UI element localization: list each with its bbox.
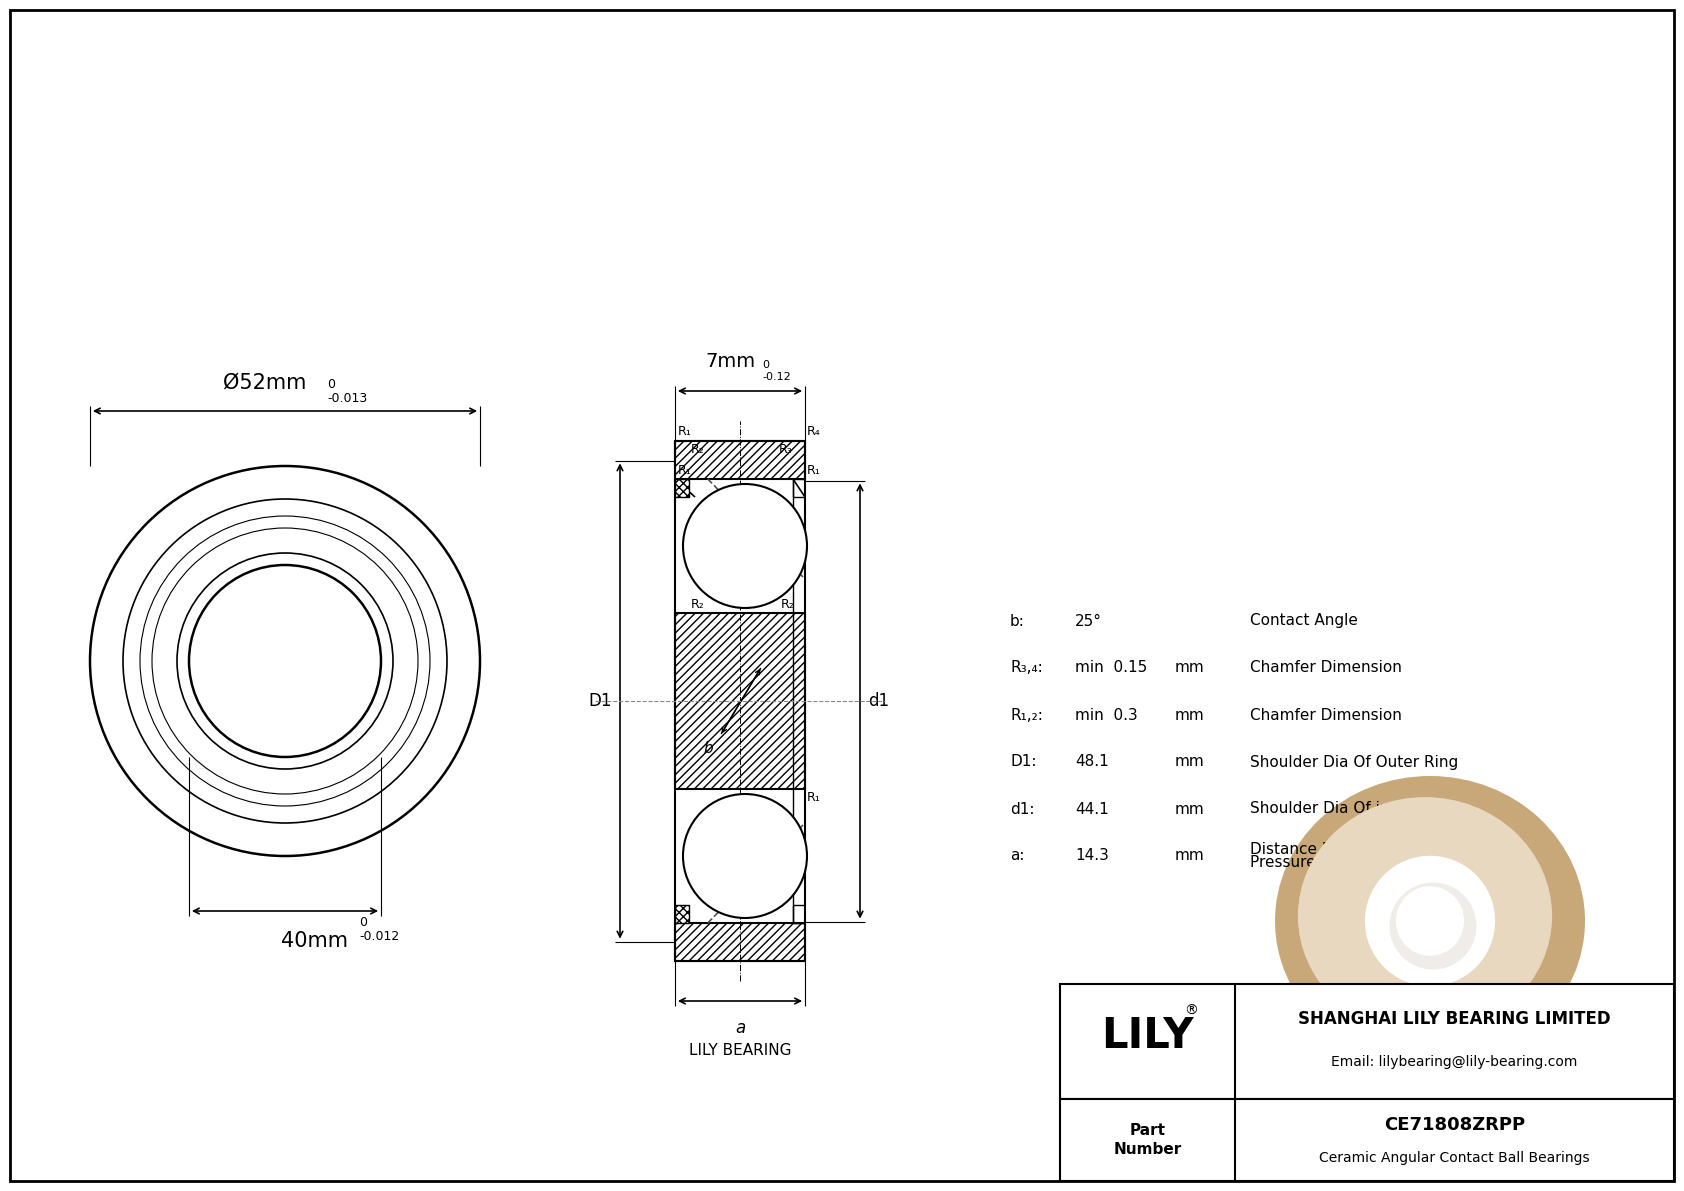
Polygon shape bbox=[675, 613, 805, 788]
Text: R₁: R₁ bbox=[679, 425, 692, 438]
Text: LILY BEARING: LILY BEARING bbox=[689, 1043, 791, 1058]
Text: Shoulder Dia Of Outer Ring: Shoulder Dia Of Outer Ring bbox=[1250, 755, 1458, 769]
Text: b:: b: bbox=[1010, 613, 1026, 629]
Text: mm: mm bbox=[1175, 802, 1204, 817]
Text: R₁: R₁ bbox=[679, 464, 692, 478]
Text: Pressure Point: Pressure Point bbox=[1250, 855, 1359, 869]
Text: R₂: R₂ bbox=[690, 443, 704, 456]
Text: SHANGHAI LILY BEARING LIMITED: SHANGHAI LILY BEARING LIMITED bbox=[1298, 1010, 1612, 1028]
Text: Email: lilybearing@lily-bearing.com: Email: lilybearing@lily-bearing.com bbox=[1332, 1055, 1578, 1070]
Circle shape bbox=[684, 794, 807, 918]
Text: 7mm: 7mm bbox=[706, 353, 754, 372]
Text: R₄: R₄ bbox=[807, 425, 820, 438]
Polygon shape bbox=[675, 923, 805, 961]
Text: 44.1: 44.1 bbox=[1074, 802, 1108, 817]
Text: -0.013: -0.013 bbox=[327, 393, 367, 405]
Ellipse shape bbox=[1298, 797, 1553, 1035]
Text: 14.3: 14.3 bbox=[1074, 848, 1108, 863]
Text: d1: d1 bbox=[867, 692, 889, 710]
Text: Ø52mm: Ø52mm bbox=[224, 373, 306, 393]
Text: 0: 0 bbox=[327, 379, 335, 392]
Text: mm: mm bbox=[1175, 848, 1204, 863]
Text: CE71808ZRPP: CE71808ZRPP bbox=[1384, 1116, 1526, 1134]
Text: R₁,₂:: R₁,₂: bbox=[1010, 707, 1042, 723]
Text: -0.12: -0.12 bbox=[761, 372, 791, 382]
Text: LILY: LILY bbox=[1101, 1015, 1194, 1056]
Polygon shape bbox=[675, 441, 805, 479]
Bar bbox=[675, 905, 689, 923]
Text: 40mm: 40mm bbox=[281, 931, 349, 950]
Bar bbox=[675, 479, 689, 497]
Bar bbox=[1059, 1099, 1674, 1181]
Text: a:: a: bbox=[1010, 848, 1024, 863]
Text: R₂: R₂ bbox=[781, 598, 795, 611]
Text: Chamfer Dimension: Chamfer Dimension bbox=[1250, 661, 1401, 675]
Text: Ceramic Angular Contact Ball Bearings: Ceramic Angular Contact Ball Bearings bbox=[1319, 1151, 1590, 1165]
Text: -0.012: -0.012 bbox=[359, 930, 399, 943]
Text: R₃,₄:: R₃,₄: bbox=[1010, 661, 1042, 675]
Text: Part
Number: Part Number bbox=[1113, 1123, 1182, 1158]
Text: R₁: R₁ bbox=[807, 791, 820, 804]
Ellipse shape bbox=[1396, 886, 1463, 956]
Text: Contact Angle: Contact Angle bbox=[1250, 613, 1357, 629]
Text: Distance From Side Face To: Distance From Side Face To bbox=[1250, 842, 1458, 858]
Bar bbox=[1059, 984, 1674, 1099]
Text: 0: 0 bbox=[761, 360, 770, 370]
Text: D1: D1 bbox=[588, 692, 611, 710]
Text: d1:: d1: bbox=[1010, 802, 1034, 817]
Text: mm: mm bbox=[1175, 661, 1204, 675]
Text: 25°: 25° bbox=[1074, 613, 1101, 629]
Text: a: a bbox=[734, 1019, 744, 1037]
Text: 48.1: 48.1 bbox=[1074, 755, 1108, 769]
Circle shape bbox=[684, 484, 807, 607]
Text: b: b bbox=[704, 741, 712, 756]
Text: R₂: R₂ bbox=[690, 598, 704, 611]
Text: D1:: D1: bbox=[1010, 755, 1036, 769]
Ellipse shape bbox=[1275, 777, 1585, 1066]
Ellipse shape bbox=[1389, 883, 1477, 969]
Ellipse shape bbox=[1298, 881, 1578, 997]
Text: min  0.3: min 0.3 bbox=[1074, 707, 1138, 723]
Text: Chamfer Dimension: Chamfer Dimension bbox=[1250, 707, 1401, 723]
Text: 0: 0 bbox=[359, 917, 367, 929]
Text: min  0.15: min 0.15 bbox=[1074, 661, 1147, 675]
Text: mm: mm bbox=[1175, 707, 1204, 723]
Text: mm: mm bbox=[1175, 755, 1204, 769]
Text: ®: ® bbox=[1184, 1004, 1199, 1017]
Text: R₃: R₃ bbox=[780, 443, 793, 456]
Text: R₁: R₁ bbox=[807, 464, 820, 478]
Text: Shoulder Dia Of inner Ring: Shoulder Dia Of inner Ring bbox=[1250, 802, 1453, 817]
Ellipse shape bbox=[1366, 856, 1495, 986]
